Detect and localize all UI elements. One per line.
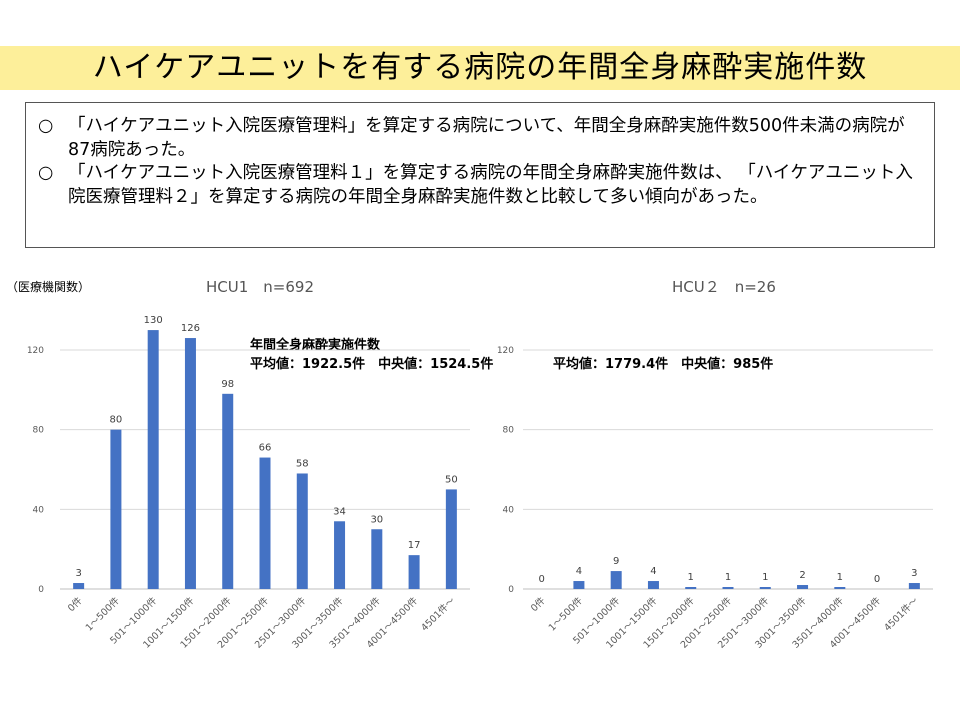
data-label: 1	[762, 572, 768, 583]
summary-bullet-1: ○ 「ハイケアユニット入院医療管理料」を算定する病院について、年間全身麻酔実施件…	[38, 115, 922, 162]
bar	[184, 338, 196, 589]
y-tick-label: 80	[503, 426, 515, 436]
bar	[573, 581, 585, 589]
x-tick-label: 1～500件	[546, 594, 585, 633]
bar	[73, 583, 85, 589]
bar	[445, 489, 457, 589]
title-band: ハイケアユニットを有する病院の年間全身麻酔実施件数	[0, 46, 960, 90]
y-tick-label: 120	[27, 346, 44, 356]
chart-annotation-hcu2: 平均値：1779.4件 中央値：985件	[553, 355, 773, 374]
bar	[296, 473, 308, 589]
bar	[797, 585, 809, 589]
data-label: 66	[259, 443, 272, 454]
data-label: 3	[75, 568, 81, 579]
data-label: 17	[408, 540, 421, 551]
data-label: 1	[725, 572, 731, 583]
bar	[647, 581, 659, 589]
data-label: 50	[445, 474, 458, 485]
bullet-circle-icon: ○	[38, 163, 54, 183]
bar	[147, 330, 159, 589]
y-tick-label: 40	[503, 505, 515, 515]
x-tick-label: 0件	[65, 594, 85, 614]
data-label: 4	[650, 566, 656, 577]
annotation-heading: 年間全身麻酔実施件数	[250, 338, 381, 353]
x-tick-label: 4501件～	[881, 594, 920, 633]
bar	[610, 571, 622, 589]
bar-chart-hcu2: 0408012000件41～500件9501～1000件41001～1500件1…	[497, 346, 933, 651]
y-tick-label: 0	[38, 585, 44, 595]
x-tick-label: 1～500件	[83, 594, 122, 633]
data-label: 34	[333, 506, 346, 517]
bar	[834, 587, 846, 589]
data-label: 1	[688, 572, 694, 583]
bar	[371, 529, 383, 589]
y-tick-label: 0	[508, 585, 514, 595]
annotation-stats: 平均値：1922.5件 中央値：1524.5件	[250, 357, 494, 372]
summary-box: ○ 「ハイケアユニット入院医療管理料」を算定する病院について、年間全身麻酔実施件…	[25, 102, 935, 248]
x-tick-label: 0件	[528, 594, 548, 614]
bar	[408, 555, 420, 589]
bar-chart-hcu1: 0408012030件801～500件130501～1000件1261001～1…	[27, 315, 470, 651]
data-label: 1	[837, 572, 843, 583]
bar	[685, 587, 697, 589]
data-label: 3	[911, 568, 917, 579]
data-label: 30	[370, 514, 383, 525]
summary-text-1: 「ハイケアユニット入院医療管理料」を算定する病院について、年間全身麻酔実施件数5…	[68, 116, 905, 160]
data-label: 4	[576, 566, 582, 577]
bar	[759, 587, 771, 589]
summary-text-2: 「ハイケアユニット入院医療管理料１」を算定する病院の年間全身麻酔実施件数は、 「…	[68, 163, 913, 207]
bar	[334, 521, 346, 589]
y-tick-label: 40	[33, 505, 45, 515]
data-label: 0	[874, 574, 880, 585]
y-tick-label: 120	[497, 346, 514, 356]
annotation-stats: 平均値：1779.4件 中央値：985件	[553, 357, 774, 372]
bar	[722, 587, 734, 589]
chart-title-hcu1: HCU1 n=692	[206, 278, 314, 296]
data-label: 2	[799, 570, 805, 581]
data-label: 80	[110, 415, 123, 426]
bullet-circle-icon: ○	[38, 116, 54, 136]
data-label: 98	[221, 379, 234, 390]
y-tick-label: 80	[33, 426, 45, 436]
bar	[222, 393, 234, 589]
y-axis-unit-label: （医療機関数）	[6, 280, 91, 294]
bar	[908, 583, 920, 589]
bar	[259, 457, 271, 589]
data-label: 0	[538, 574, 544, 585]
data-label: 9	[613, 556, 619, 567]
chart-title-hcu2: HCU２ n=26	[672, 278, 776, 296]
x-tick-label: 4501件～	[418, 594, 457, 633]
data-label: 126	[181, 323, 200, 334]
data-label: 130	[144, 315, 163, 326]
chart-annotation-hcu1: 年間全身麻酔実施件数 平均値：1922.5件 中央値：1524.5件	[250, 336, 493, 374]
bar	[110, 429, 122, 589]
page-title: ハイケアユニットを有する病院の年間全身麻酔実施件数	[92, 50, 868, 85]
data-label: 58	[296, 458, 309, 469]
summary-bullet-2: ○ 「ハイケアユニット入院医療管理料１」を算定する病院の年間全身麻酔実施件数は、…	[38, 162, 922, 209]
